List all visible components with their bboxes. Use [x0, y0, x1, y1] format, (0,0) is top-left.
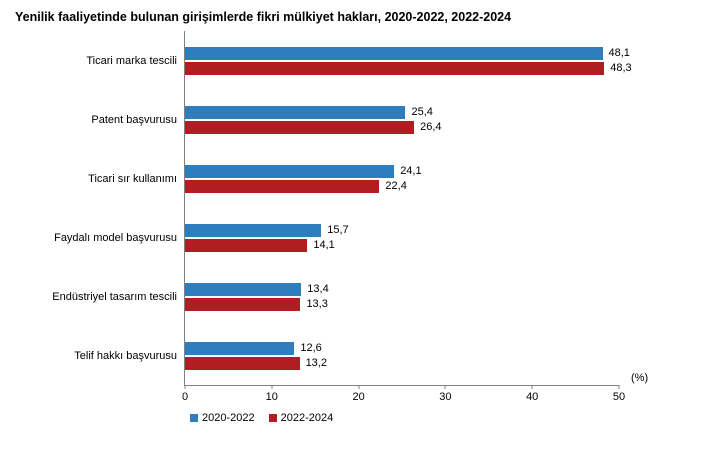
value-label: 12,6 [300, 341, 322, 354]
bar-row: 22,4 [185, 179, 619, 193]
value-label: 13,2 [305, 356, 327, 369]
x-tick-mark [184, 385, 186, 389]
x-tick-label: 40 [526, 391, 539, 403]
value-label: 13,4 [307, 282, 329, 295]
bar-group: 15,7 14,1 [185, 208, 619, 267]
value-label: 13,3 [306, 297, 328, 310]
bar-group: 48,1 48,3 [185, 31, 632, 90]
bar-row: 15,7 [185, 223, 619, 237]
bar-2022-2024 [185, 238, 308, 252]
legend-swatch-icon [268, 414, 277, 422]
bar-2020-2022 [185, 282, 302, 296]
x-tick-mark [531, 385, 533, 389]
value-label: 22,4 [385, 179, 407, 192]
bar-2020-2022 [185, 223, 322, 237]
bar-chart: Ticari marka tescili Patent başvurusu Tica… [14, 31, 709, 403]
bar-row: 13,2 [185, 356, 619, 370]
value-label: 24,1 [400, 164, 422, 177]
bar-row: 48,1 [185, 46, 630, 60]
legend: 2020-2022 2022-2024 [190, 412, 709, 424]
bar-2020-2022 [185, 164, 395, 178]
legend-label: 2020-2022 [202, 412, 255, 424]
bar-2022-2024 [185, 120, 415, 134]
legend-item: 2022-2024 [268, 412, 334, 424]
legend-item: 2020-2022 [190, 412, 255, 424]
bar-row: 48,3 [185, 61, 632, 75]
value-label: 14,1 [313, 238, 335, 251]
bar-group: 13,4 13,3 [185, 267, 619, 326]
category-label: Endüstriyel tasarım tescili [52, 290, 177, 303]
bar-row: 26,4 [185, 120, 619, 134]
x-tick-label: 10 [265, 391, 278, 403]
legend-label: 2022-2024 [280, 412, 334, 424]
bar-2020-2022 [185, 105, 406, 119]
bar-row: 13,3 [185, 297, 619, 311]
bar-row: 13,4 [185, 282, 619, 296]
bar-row: 25,4 [185, 105, 619, 119]
plot-area: 48,1 48,3 25,4 26,4 24,1 22,4 15,7 14,1 13,4 13,3… [182, 31, 648, 403]
value-label: 48,3 [610, 61, 632, 74]
chart-title: Yenilik faaliyetinde bulunan girişimlerd… [15, 10, 512, 24]
bar-row: 24,1 [185, 164, 619, 178]
x-tick-mark [271, 385, 273, 389]
x-tick-mark [358, 385, 360, 389]
category-label: Ticari sır kullanımı [88, 172, 177, 185]
category-label: Ticari marka tescili [86, 54, 177, 67]
value-label: 48,1 [608, 46, 630, 59]
category-label: Patent başvurusu [91, 113, 177, 126]
value-label: 25,4 [411, 105, 433, 118]
bar-groups: 48,1 48,3 25,4 26,4 24,1 22,4 15,7 14,1 13,4 13,3… [185, 31, 632, 385]
legend-swatch-icon [190, 414, 198, 422]
bar-2022-2024 [185, 61, 605, 75]
bar-group: 24,1 22,4 [185, 149, 619, 208]
value-label: 15,7 [327, 223, 349, 236]
bar-group: 12,6 13,2 [185, 326, 619, 385]
bar-2020-2022 [185, 341, 295, 355]
axis-unit-label: (%) [631, 372, 649, 384]
bar-2020-2022 [185, 46, 603, 60]
category-labels-column: Ticari marka tescili Patent başvurusu Tica… [14, 31, 184, 386]
bar-2022-2024 [185, 179, 380, 193]
bar-row: 12,6 [185, 341, 619, 355]
bar-group: 25,4 26,4 [185, 90, 619, 149]
category-label: Telif hakkı başvurusu [74, 349, 177, 362]
x-tick-label: 20 [352, 391, 365, 403]
bar-row: 14,1 [185, 238, 619, 252]
x-tick-mark [618, 385, 620, 389]
value-label: 26,4 [420, 120, 442, 133]
bar-2022-2024 [185, 297, 301, 311]
x-tick-label: 0 [181, 391, 189, 403]
x-tick-label: 30 [439, 391, 452, 403]
bar-2022-2024 [185, 356, 300, 370]
category-label: Faydalı model başvurusu [54, 231, 177, 244]
x-tick-mark [444, 385, 446, 389]
x-tick-label: 50 [612, 391, 626, 403]
